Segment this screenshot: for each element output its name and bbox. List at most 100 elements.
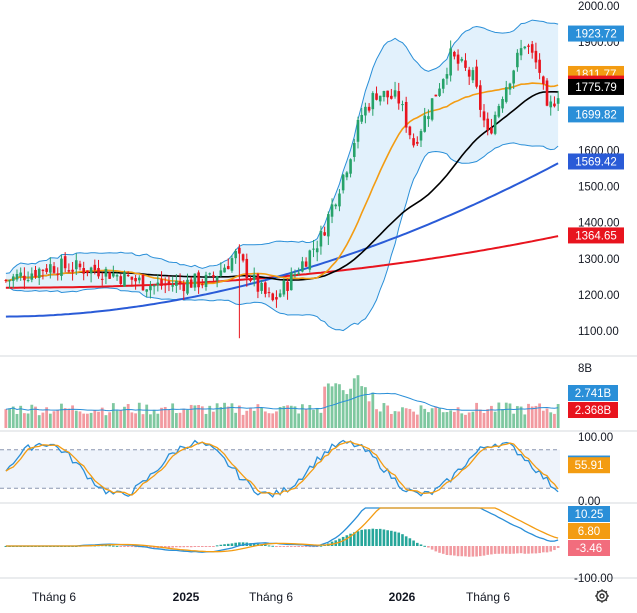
candle-body (119, 276, 123, 284)
volume-bar (404, 408, 408, 428)
macd-badge (568, 523, 610, 539)
macd-histogram-bar (286, 546, 289, 548)
macd-histogram-bar (126, 546, 130, 547)
volume-badge (568, 402, 618, 418)
macd-histogram-bar (352, 532, 356, 546)
candle-body (201, 284, 204, 286)
candle-body (375, 93, 378, 100)
volume-bar (26, 413, 30, 428)
volume-bar (490, 405, 493, 428)
candle-body (241, 254, 245, 261)
volume-bar (371, 392, 375, 428)
macd-badge-label: -3.46 (576, 543, 602, 555)
volume-bar (78, 411, 82, 428)
volume-bar (553, 413, 556, 428)
macd-histogram-bar (238, 542, 241, 546)
candle-body (501, 99, 504, 109)
gear-icon[interactable] (594, 588, 610, 604)
volume-bar (415, 414, 419, 428)
candle-body (41, 269, 45, 272)
candle-body (278, 293, 282, 297)
volume-bar (349, 388, 352, 428)
candle-body (8, 280, 11, 282)
volume-bar (204, 413, 208, 428)
bollinger-lower-line (5, 142, 559, 332)
candle-body (52, 266, 56, 273)
candle-body (434, 94, 438, 97)
candle-body (108, 272, 111, 279)
price-badge (568, 25, 624, 42)
macd-histogram-bar (304, 546, 308, 547)
stochastic-axis-tick: 100.00 (578, 432, 613, 444)
volume-bar (160, 407, 163, 428)
macd-histogram-bar (308, 546, 312, 548)
volume-bar (34, 406, 37, 428)
candle-body (460, 58, 464, 61)
macd-histogram-bar (204, 546, 208, 547)
macd-histogram-bar (434, 546, 438, 552)
candle-body (427, 116, 430, 120)
volume-bar (178, 412, 182, 428)
macd-histogram-bar (219, 544, 223, 546)
volume-bar (334, 383, 338, 428)
candle-body (15, 273, 19, 280)
macd-histogram-bar (501, 546, 504, 554)
candle-body (371, 93, 375, 110)
candle-body (556, 98, 560, 104)
stochastic-d-line (5, 440, 559, 496)
candle-body (189, 279, 193, 288)
macd-histogram-bar (486, 546, 490, 555)
volume-bar (145, 404, 149, 428)
macd-histogram-bar (345, 535, 349, 546)
candle-body (334, 204, 338, 207)
volume-bar (271, 413, 275, 428)
ma100-line (5, 162, 559, 318)
volume-bar (423, 408, 427, 428)
candle-body (445, 74, 449, 79)
candle-body (74, 260, 78, 270)
macd-histogram-bar (397, 532, 401, 546)
macd-histogram-bar (441, 546, 445, 554)
macd-histogram-bar (404, 536, 408, 546)
macd-histogram-bar (456, 546, 460, 557)
candle-body (453, 51, 456, 57)
volume-bar (30, 404, 34, 428)
macd-histogram-bar (378, 528, 382, 546)
macd-histogram-bar (401, 534, 404, 546)
candle-body (471, 70, 475, 81)
volume-bar (408, 408, 412, 428)
volume-bar (86, 413, 89, 428)
volume-bar (378, 411, 382, 428)
candle-body (486, 118, 490, 130)
candle-body (293, 273, 297, 275)
volume-bar (523, 414, 527, 428)
candle-body (182, 284, 186, 292)
volume-bar (137, 402, 141, 428)
volume-bar (97, 411, 100, 428)
volume-bar (111, 403, 115, 428)
stochastic-badge-label: 55.91 (575, 460, 604, 472)
candle-body (312, 248, 315, 250)
time-axis-label: 2026 (389, 590, 416, 604)
volume-bar (234, 412, 238, 428)
candle-body (208, 273, 212, 275)
candle-body (67, 270, 71, 272)
volume-bar (445, 412, 449, 428)
volume-bar (134, 413, 137, 428)
price-axis-tick: 2000.00 (578, 1, 620, 13)
candle-body (256, 274, 260, 292)
candle-body (156, 282, 160, 286)
candle-body (530, 44, 534, 53)
candle-body (438, 88, 441, 96)
macd-histogram-bar (319, 545, 323, 547)
volume-bar (430, 408, 434, 428)
candle-body (289, 272, 293, 291)
volume-bar (478, 409, 482, 428)
volume-bar (104, 415, 108, 428)
macd-histogram-bar (445, 546, 449, 555)
volume-bar (115, 410, 119, 428)
volume-bar (163, 406, 167, 428)
macd-histogram-bar (453, 546, 456, 556)
macd-histogram-bar (149, 546, 152, 549)
